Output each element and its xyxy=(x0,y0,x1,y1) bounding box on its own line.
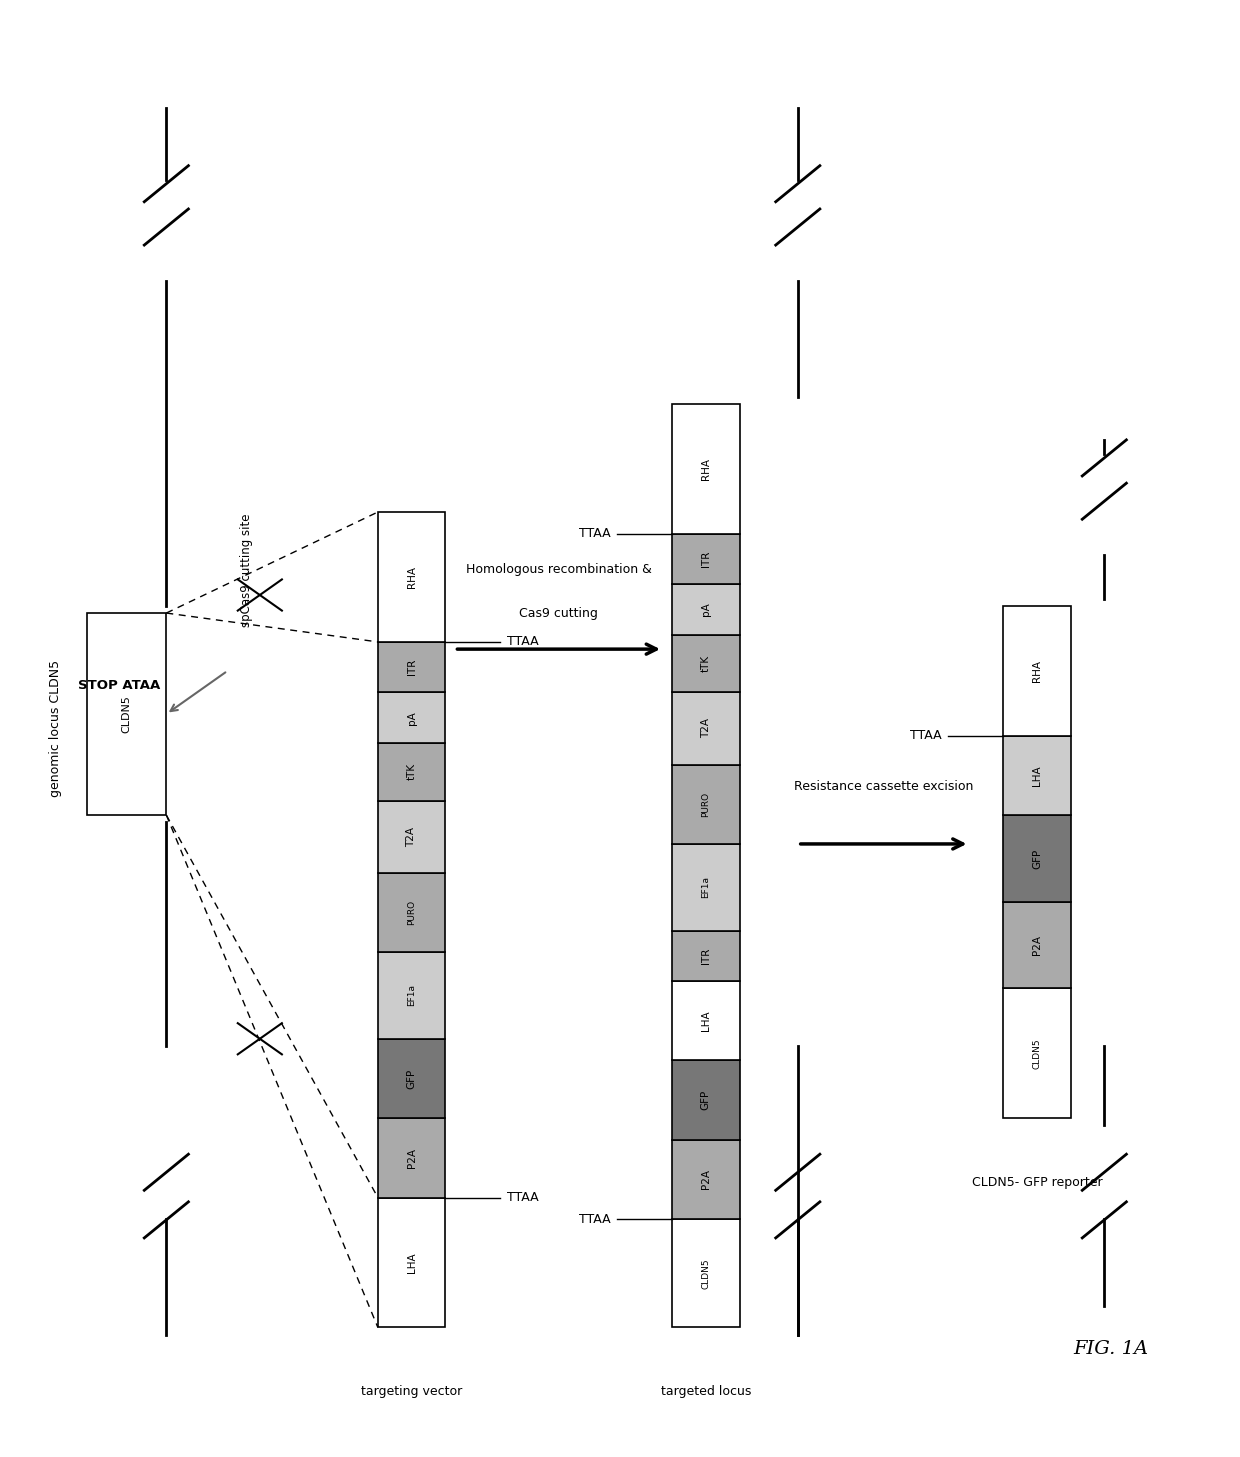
Bar xyxy=(378,873,445,953)
Bar xyxy=(378,801,445,873)
Text: LHA: LHA xyxy=(1032,765,1042,785)
Text: CLDN5: CLDN5 xyxy=(122,695,131,733)
Text: CLDN5: CLDN5 xyxy=(1033,1037,1042,1068)
Text: EF1a: EF1a xyxy=(702,876,711,899)
Text: P2A: P2A xyxy=(1032,935,1042,954)
Bar xyxy=(672,404,739,533)
Text: targeting vector: targeting vector xyxy=(361,1386,463,1399)
Text: spCas9 cutting site: spCas9 cutting site xyxy=(239,514,253,628)
Bar xyxy=(672,844,739,931)
Text: TTAA: TTAA xyxy=(579,527,611,541)
Text: PURO: PURO xyxy=(407,900,417,925)
Bar xyxy=(1003,988,1070,1118)
Text: genomic locus CLDN5: genomic locus CLDN5 xyxy=(50,660,62,797)
Text: ITR: ITR xyxy=(701,947,711,965)
Bar xyxy=(378,511,445,643)
Text: GFP: GFP xyxy=(407,1068,417,1088)
Bar xyxy=(378,953,445,1039)
Text: TTAA: TTAA xyxy=(507,635,538,648)
Bar xyxy=(672,692,739,765)
Bar xyxy=(672,1220,739,1327)
Text: Homologous recombination &: Homologous recombination & xyxy=(466,564,652,577)
Bar xyxy=(378,1118,445,1198)
Bar xyxy=(672,635,739,692)
Bar xyxy=(672,1061,739,1139)
Text: CLDN5- GFP reporter: CLDN5- GFP reporter xyxy=(972,1176,1102,1189)
Text: RHA: RHA xyxy=(407,565,417,589)
Text: T2A: T2A xyxy=(407,826,417,847)
Text: P2A: P2A xyxy=(407,1148,417,1169)
Bar xyxy=(672,584,739,635)
Text: RHA: RHA xyxy=(1032,660,1042,682)
Bar xyxy=(378,743,445,801)
Text: RHA: RHA xyxy=(701,457,711,479)
Text: LHA: LHA xyxy=(407,1252,417,1273)
Text: TTAA: TTAA xyxy=(910,728,942,742)
Text: GFP: GFP xyxy=(1032,848,1042,868)
Text: LHA: LHA xyxy=(701,1010,711,1032)
Text: EF1a: EF1a xyxy=(407,985,417,1007)
Bar xyxy=(87,613,166,814)
Text: tTK: tTK xyxy=(701,656,711,672)
Bar xyxy=(672,931,739,981)
Text: PURO: PURO xyxy=(702,791,711,817)
Bar xyxy=(672,765,739,844)
Bar xyxy=(672,533,739,584)
Bar xyxy=(672,981,739,1061)
Bar xyxy=(1003,606,1070,736)
Bar xyxy=(672,1139,739,1220)
Bar xyxy=(378,643,445,692)
Text: CLDN5: CLDN5 xyxy=(702,1257,711,1288)
Text: ITR: ITR xyxy=(701,551,711,567)
Text: pA: pA xyxy=(701,603,711,616)
Bar xyxy=(378,1198,445,1327)
Text: TTAA: TTAA xyxy=(579,1212,611,1225)
Text: pA: pA xyxy=(407,711,417,724)
Text: TTAA: TTAA xyxy=(507,1190,538,1203)
Bar xyxy=(1003,814,1070,902)
Bar xyxy=(378,692,445,743)
Text: P2A: P2A xyxy=(701,1170,711,1189)
Bar xyxy=(1003,902,1070,988)
Text: FIG. 1A: FIG. 1A xyxy=(1073,1340,1148,1358)
Bar xyxy=(378,1039,445,1118)
Text: ITR: ITR xyxy=(407,659,417,676)
Text: Resistance cassette excision: Resistance cassette excision xyxy=(794,779,973,793)
Text: targeted locus: targeted locus xyxy=(661,1386,751,1399)
Bar xyxy=(1003,736,1070,814)
Text: GFP: GFP xyxy=(701,1090,711,1110)
Text: STOP ATAA: STOP ATAA xyxy=(78,679,160,692)
Text: T2A: T2A xyxy=(701,718,711,739)
Text: Cas9 cutting: Cas9 cutting xyxy=(520,606,598,619)
Text: tTK: tTK xyxy=(407,763,417,781)
